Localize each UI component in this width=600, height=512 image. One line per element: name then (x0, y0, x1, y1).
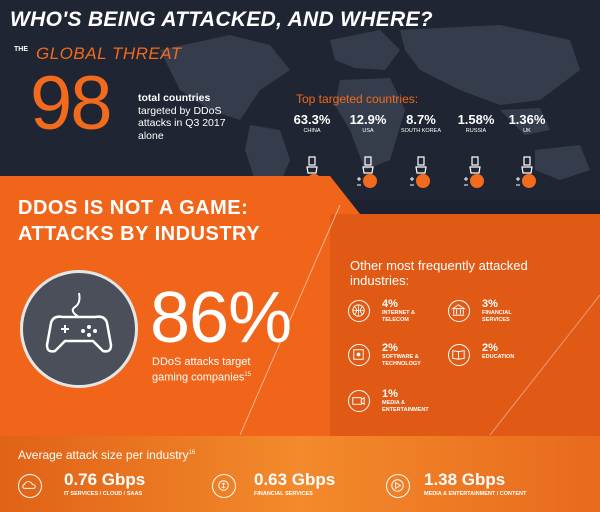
country-usa: 12.9% USA (338, 112, 398, 134)
attack-size-label: FINANCIAL SERVICES (254, 491, 313, 497)
industry-name: INTERNET & (382, 310, 415, 316)
gaming-title-line2: ATTACKS BY INDUSTRY (18, 223, 261, 245)
industry-internet-telecom: 4% INTERNET & TELECOM (382, 298, 415, 324)
industry-name: TELECOM (382, 317, 409, 323)
footnote-marker: 15 (244, 372, 252, 378)
industry-name: FINANCIAL (482, 310, 512, 316)
gamepad-badge (20, 270, 138, 388)
gaming-percent: 86% (150, 278, 292, 358)
country-name: CHINA (303, 128, 321, 134)
attack-size-value: 0.63 Gbps (254, 470, 336, 489)
industry-pct: 4% (382, 298, 398, 310)
countries-description: total countries targeted by DDoS attacks… (138, 92, 248, 142)
industry-name: ENTERTAINMENT (382, 407, 429, 413)
attack-size-section (0, 436, 600, 512)
gamepad-icon (45, 292, 113, 353)
attack-size-label: MEDIA & ENTERTAINMENT / CONTENT (424, 491, 527, 497)
the-label: THE (14, 46, 28, 53)
attack-size-value: 1.38 Gbps (424, 470, 506, 489)
country-pct: 8.7% (406, 112, 436, 127)
target-icon (464, 156, 484, 188)
country-name: RUSSIA (465, 128, 487, 134)
headline: WHO'S BEING ATTACKED, AND WHERE? (10, 8, 433, 31)
cloud-icon (18, 474, 42, 498)
industry-software-technology: 2% SOFTWARE & TECHNOLOGY (382, 342, 421, 368)
industry-pct: 1% (382, 388, 398, 400)
industry-media-entertainment: 1% MEDIA & ENTERTAINMENT (382, 388, 429, 414)
globe-icon (348, 300, 370, 322)
industry-pct: 2% (382, 342, 398, 354)
attack-size-media: 1.38 Gbps MEDIA & ENTERTAINMENT / CONTEN… (424, 470, 526, 497)
global-threat-label: GLOBAL THREAT (36, 44, 182, 63)
attack-size-financial: 0.63 Gbps FINANCIAL SERVICES (254, 470, 335, 497)
countries-count: 98 (30, 61, 113, 146)
industry-name: EDUCATION (482, 354, 515, 360)
country-name: SOUTH KOREA (400, 128, 442, 134)
industry-education: 2% EDUCATION (482, 342, 514, 361)
industry-panel-bg (330, 214, 600, 436)
country-uk: 1.36% UK (497, 112, 557, 134)
other-industries-title: Other most frequently attacked industrie… (350, 258, 528, 288)
industry-pct: 2% (482, 342, 498, 354)
country-russia: 1.58% RUSSIA (446, 112, 506, 134)
money-icon (212, 474, 236, 498)
top-countries-title: Top targeted countries: (296, 92, 419, 106)
industry-name: SOFTWARE & (382, 354, 419, 360)
attack-size-label: IT SERVICES / CLOUD / SAAS (64, 491, 143, 497)
footnote-marker: 16 (188, 450, 196, 456)
country-name: UK (523, 128, 531, 134)
bank-icon (448, 300, 470, 322)
play-icon (386, 474, 410, 498)
country-pct: 1.58% (457, 112, 495, 127)
countries-text-rest: targeted by DDoS attacks in Q3 2017 alon… (138, 104, 226, 142)
country-pct: 1.36% (508, 112, 546, 127)
attack-size-value: 0.76 Gbps (64, 470, 146, 489)
country-china: 63.3% CHINA (282, 112, 342, 134)
global-threat-section: WHO'S BEING ATTACKED, AND WHERE? THE GLO… (0, 0, 600, 200)
industry-pct: 3% (482, 298, 498, 310)
country-name: USA (362, 128, 374, 134)
target-icon (357, 156, 377, 188)
camera-icon (348, 390, 370, 412)
industry-financial-services: 3% FINANCIAL SERVICES (482, 298, 512, 324)
attack-size-it: 0.76 Gbps IT SERVICES / CLOUD / SAAS (64, 470, 145, 497)
book-icon (448, 344, 470, 366)
industry-name: TECHNOLOGY (382, 361, 421, 367)
decorative-lines (240, 205, 600, 435)
industry-name: SERVICES (482, 317, 510, 323)
country-pct: 12.9% (349, 112, 387, 127)
gaming-title-line1: DDOS IS NOT A GAME: (18, 197, 249, 219)
target-icon (410, 156, 430, 188)
settings-icon (348, 344, 370, 366)
gaming-description: DDoS attacks target gaming companies15 (152, 356, 282, 385)
country-south-korea: 8.7% SOUTH KOREA (391, 112, 451, 134)
attack-size-title-text: Average attack size per industry (18, 448, 189, 462)
industry-name: MEDIA & (382, 400, 406, 406)
country-pct: 63.3% (293, 112, 331, 127)
gaming-title: DDOS IS NOT A GAME: ATTACKS BY INDUSTRY (18, 195, 260, 247)
countries-text-bold: total countries (138, 92, 211, 104)
target-icon (516, 156, 536, 188)
attack-size-title: Average attack size per industry16 (18, 448, 195, 462)
gaming-text: DDoS attacks target gaming companies (152, 356, 251, 384)
